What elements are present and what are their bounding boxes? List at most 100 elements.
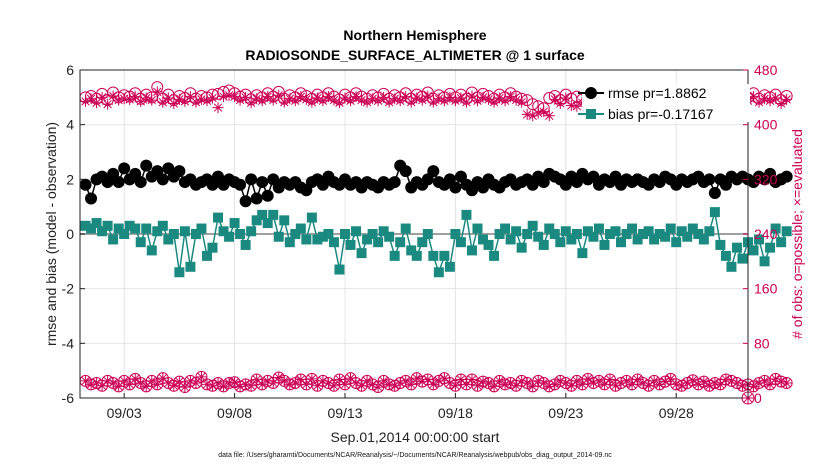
- bias-point: [251, 215, 262, 226]
- evaluated-obs-point: [549, 93, 561, 105]
- x-tick-label: 09/18: [438, 405, 473, 421]
- evaluated-obs-low-point: [543, 380, 555, 392]
- bias-point: [312, 234, 323, 245]
- evaluated-obs-low-point: [698, 376, 710, 388]
- evaluated-obs-low-point: [615, 377, 627, 389]
- bias-point: [627, 223, 638, 234]
- bias-point: [571, 229, 582, 239]
- chart-marks: [79, 81, 793, 405]
- rmse-point: [85, 192, 98, 205]
- evaluated-obs-low-point: [549, 378, 561, 390]
- bias-point: [527, 220, 538, 231]
- evaluated-obs-low-point: [300, 378, 312, 390]
- bias-point: [295, 223, 306, 234]
- evaluated-obs-low-point: [201, 378, 213, 390]
- evaluated-obs-low-point: [455, 374, 467, 386]
- evaluated-obs-low-point: [587, 377, 599, 389]
- bias-point: [549, 229, 560, 239]
- evaluated-obs-point: [240, 91, 252, 103]
- evaluated-obs-low-point: [218, 380, 230, 392]
- evaluated-obs-low-point: [709, 377, 721, 389]
- bias-point: [119, 229, 130, 239]
- evaluated-obs-point: [516, 96, 528, 108]
- evaluated-obs-low-point: [157, 372, 169, 384]
- evaluated-obs-low-point: [229, 376, 241, 388]
- evaluated-obs-low-point: [80, 375, 92, 387]
- bias-point: [450, 229, 461, 239]
- bias-point: [102, 220, 113, 231]
- evaluated-obs-point: [256, 95, 268, 107]
- data-file-footer: data file: /Users/gharamti/Documents/NCA…: [218, 452, 612, 459]
- evaluated-obs-point: [107, 90, 119, 102]
- bias-point: [544, 223, 555, 234]
- evaluated-obs-low-point: [477, 376, 489, 388]
- bias-point: [776, 237, 787, 248]
- evaluated-obs-point: [416, 94, 428, 106]
- bias-point: [108, 234, 119, 245]
- bias-point: [367, 229, 378, 239]
- evaluated-obs-low-point: [610, 380, 622, 392]
- y2-tick-label: 0: [754, 390, 762, 406]
- evaluated-obs-low-point: [676, 380, 688, 392]
- bias-point: [373, 237, 384, 248]
- bias-point: [660, 231, 671, 242]
- bias-point: [345, 239, 356, 250]
- evaluated-obs-low-point: [140, 380, 152, 392]
- bias-point: [389, 250, 400, 261]
- bias-point: [179, 226, 190, 237]
- y2-tick-label: 160: [754, 281, 778, 297]
- evaluated-obs-low-point: [427, 378, 439, 390]
- evaluated-obs-point: [383, 96, 395, 108]
- evaluated-obs-point: [173, 93, 185, 105]
- bias-point: [693, 229, 704, 239]
- bias-point: [362, 234, 373, 245]
- evaluated-obs-point: [455, 92, 467, 104]
- evaluated-obs-low-point: [510, 380, 522, 392]
- y2-axis-label: # of obs: o=possible; ×=evaluated: [789, 129, 805, 339]
- evaluated-obs-point: [444, 91, 456, 103]
- bias-point: [406, 245, 417, 256]
- evaluated-obs-point: [273, 89, 285, 101]
- evaluated-obs-low-point: [576, 378, 588, 390]
- evaluated-obs-low-point: [604, 374, 616, 386]
- evaluated-obs-low-point: [466, 374, 478, 386]
- evaluated-obs-point: [350, 91, 362, 103]
- legend-rmse-marker: [585, 87, 597, 99]
- bias-point: [411, 250, 422, 261]
- bias-point: [135, 237, 146, 248]
- evaluated-obs-low-point: [748, 380, 760, 392]
- legend: rmse pr=1.8862 bias pr=-0.17167: [578, 84, 750, 122]
- evaluated-obs-point: [124, 93, 136, 105]
- evaluated-obs-low-point: [350, 377, 362, 389]
- evaluated-obs-low-point: [223, 377, 235, 389]
- evaluated-obs-point: [345, 95, 357, 107]
- axis-ticks: -6 -4 -2 0 2 4 6 0 80 160 240 320 400 480 09/03 09/08 09…: [62, 62, 778, 421]
- rmse-point: [703, 173, 716, 186]
- evaluated-obs-low-point: [256, 378, 268, 390]
- evaluated-obs-low-point: [333, 374, 345, 386]
- evaluated-obs-low-point: [703, 380, 715, 392]
- evaluated-obs-low-point: [571, 375, 583, 387]
- bias-point: [97, 226, 108, 237]
- evaluated-obs-point: [195, 93, 207, 105]
- evaluated-obs-point: [527, 110, 539, 122]
- evaluated-obs-point: [85, 93, 97, 105]
- evaluated-obs-point: [289, 95, 301, 107]
- evaluated-obs-low-point: [345, 372, 357, 384]
- evaluated-obs-point: [300, 93, 312, 105]
- evaluated-obs-point: [571, 100, 583, 112]
- x-tick-label: 09/08: [217, 405, 252, 421]
- evaluated-obs-low-point: [422, 374, 434, 386]
- bias-point: [185, 261, 196, 272]
- evaluated-obs-point: [333, 97, 345, 109]
- evaluated-obs-point: [356, 94, 368, 106]
- legend-bias-marker: [586, 109, 596, 119]
- evaluated-obs-low-point: [554, 375, 566, 387]
- bias-point: [489, 250, 500, 261]
- evaluated-obs-low-point: [565, 380, 577, 392]
- evaluated-obs-point: [532, 107, 544, 119]
- bias-point: [588, 231, 599, 242]
- y-tick-label: 0: [66, 226, 74, 242]
- y-tick-label: 6: [66, 62, 74, 78]
- bias-point: [218, 226, 229, 237]
